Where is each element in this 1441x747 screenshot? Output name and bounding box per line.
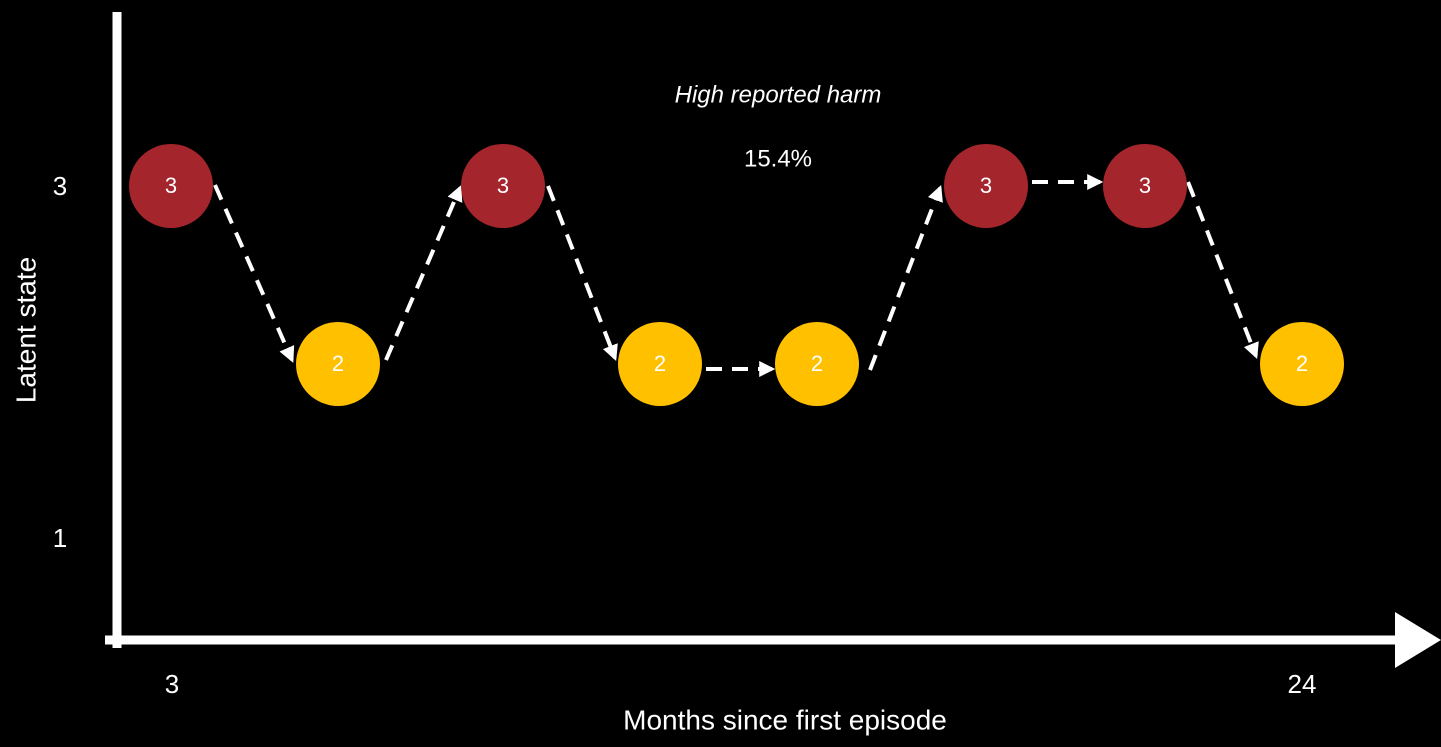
edge (1186, 181, 1259, 359)
node (296, 322, 380, 406)
node (944, 144, 1028, 228)
node (1103, 144, 1187, 228)
annotation-value: 15.4% (744, 145, 812, 172)
y-tick-label: 1 (53, 523, 67, 553)
node-label: 2 (811, 351, 823, 376)
x-tick-label: 3 (165, 669, 179, 699)
y-tick-label: 3 (53, 171, 67, 201)
node (775, 322, 859, 406)
x-tick-label: 24 (1288, 669, 1317, 699)
node-label: 2 (1296, 351, 1308, 376)
y-axis-label: Latent state (10, 257, 41, 403)
edge (384, 185, 463, 361)
node (129, 144, 213, 228)
edge (213, 184, 295, 363)
x-axis-label: Months since first episode (623, 704, 947, 735)
node (618, 322, 702, 406)
node-label: 3 (165, 173, 177, 198)
node (461, 144, 545, 228)
node-label: 3 (980, 173, 992, 198)
edge (868, 185, 943, 371)
node (1260, 322, 1344, 406)
x-axis-arrow (1395, 612, 1441, 668)
annotation-title: High reported harm (675, 81, 882, 108)
node-label: 2 (654, 351, 666, 376)
node-label: 3 (497, 173, 509, 198)
nodes: 3 2 3 2 2 3 3 2 (129, 144, 1344, 406)
edge (546, 185, 618, 361)
node-label: 2 (332, 351, 344, 376)
node-label: 3 (1139, 173, 1151, 198)
